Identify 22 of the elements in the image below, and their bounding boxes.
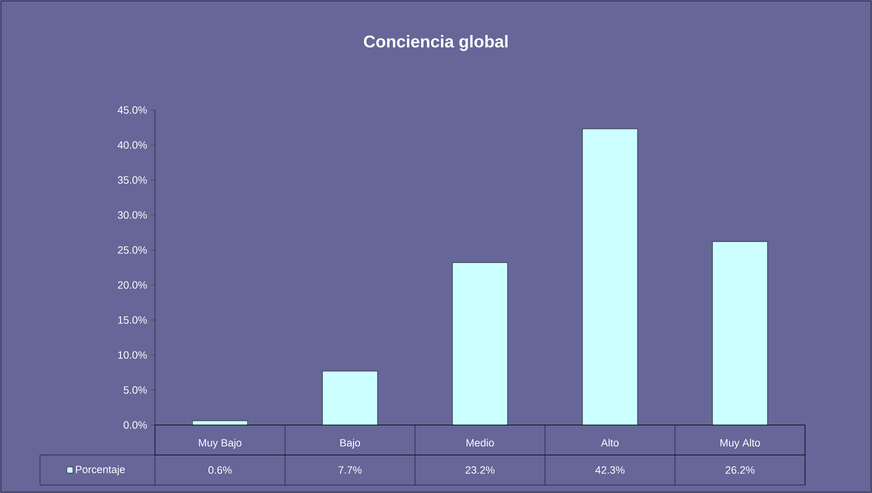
y-tick-label: 15.0%	[118, 316, 147, 324]
y-tick-label: 25.0%	[118, 246, 147, 254]
x-tick-label: Muy Alto	[720, 438, 760, 449]
y-tick-label: 0.0%	[124, 421, 147, 429]
chart-title: Conciencia global	[364, 35, 508, 51]
legend-label: Porcentaje	[76, 465, 125, 476]
y-tick-label: 35.0%	[118, 176, 147, 184]
data-label: 23.2%	[466, 466, 495, 474]
y-tick-label: 30.0%	[118, 211, 147, 219]
data-label: 7.7%	[338, 466, 362, 474]
y-tick-label: 20.0%	[118, 281, 147, 289]
x-tick-label: Muy Bajo	[198, 438, 242, 449]
y-tick-label: 40.0%	[118, 141, 147, 149]
x-tick-label: Medio	[466, 438, 494, 447]
y-tick-label: 10.0%	[118, 351, 147, 359]
x-tick-label: Bajo	[340, 438, 360, 449]
y-tick-label: 5.0%	[124, 386, 147, 394]
x-tick-label: Alto	[600, 438, 619, 447]
data-label: 42.3%	[595, 466, 625, 474]
data-label: 0.6%	[208, 466, 232, 474]
data-label: 26.2%	[726, 466, 755, 474]
y-tick-label: 45.0%	[118, 106, 147, 114]
